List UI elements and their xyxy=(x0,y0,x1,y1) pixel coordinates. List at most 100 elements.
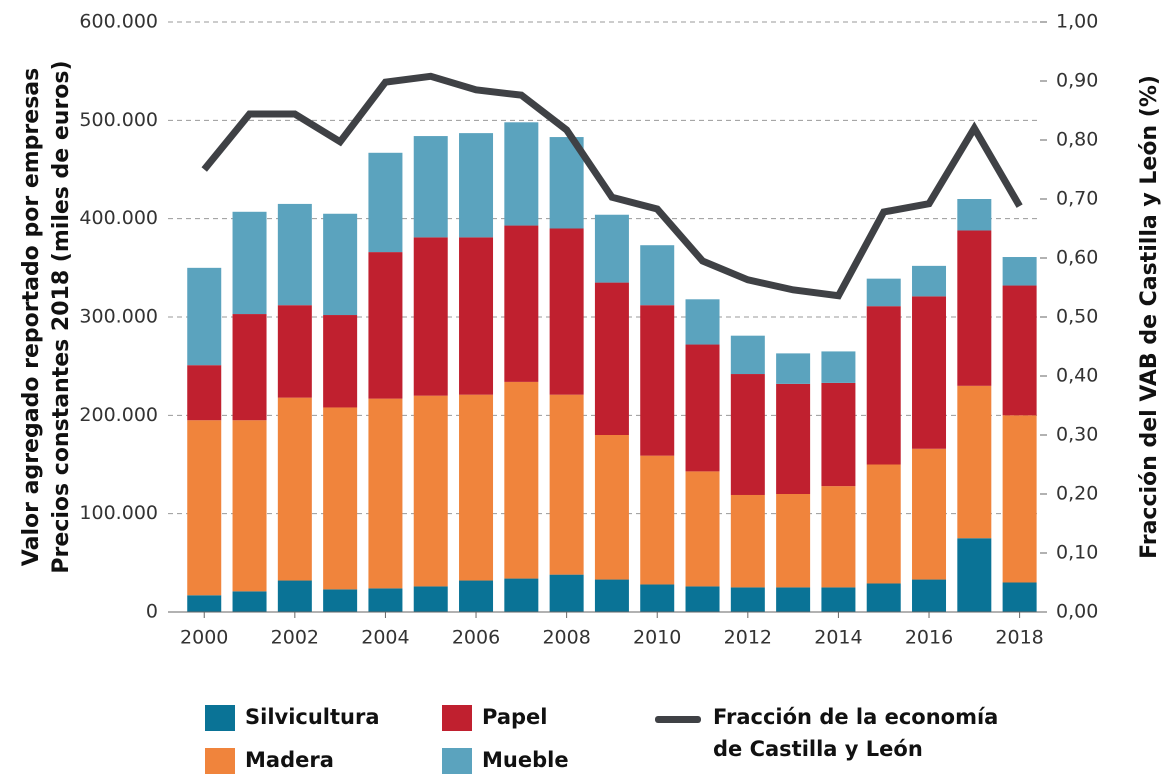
legend-item: Mueble xyxy=(442,748,569,774)
x-tick-label: 2004 xyxy=(361,627,409,649)
y2-axis-title: Fracción del VAB de Castilla y León (%) xyxy=(1137,75,1162,559)
y-tick-label: 400.000 xyxy=(79,207,158,229)
bar-segment xyxy=(368,152,403,253)
bar-segment xyxy=(594,214,629,283)
x-tick-label: 2018 xyxy=(995,627,1043,649)
bar-segment xyxy=(187,420,222,596)
y-axis-title: Precios constantes 2018 (miles de euros) xyxy=(49,60,74,573)
bar-segment xyxy=(504,381,539,579)
bar-segment xyxy=(640,305,675,456)
bar-segment xyxy=(459,133,494,238)
bar-segment xyxy=(912,265,947,297)
bar-segment xyxy=(459,394,494,581)
bar-segment xyxy=(730,374,765,495)
x-tick-label: 2014 xyxy=(814,627,862,649)
bar-segment xyxy=(277,397,312,581)
bar-segment xyxy=(957,230,992,386)
bar-segment xyxy=(277,580,312,612)
bar-segment xyxy=(640,455,675,585)
legend-label: Papel xyxy=(482,705,548,729)
bar-segment xyxy=(323,589,358,612)
y-tick-label: 500.000 xyxy=(79,109,158,131)
bar-segment xyxy=(640,245,675,306)
legend-swatch xyxy=(442,705,472,731)
chart: Valor agregado reportado por empresas Pr… xyxy=(19,11,1162,649)
bar-segment xyxy=(368,588,403,612)
y2-tick-label: 1,00 xyxy=(1056,11,1098,33)
x-tick-label: 2012 xyxy=(724,627,772,649)
bar-segment xyxy=(323,407,358,590)
bar-segment xyxy=(187,267,222,366)
x-tick-label: 2002 xyxy=(271,627,319,649)
bar-segment xyxy=(232,591,267,612)
y2-tick-label: 0,30 xyxy=(1056,424,1098,446)
bar-segment xyxy=(187,365,222,421)
bar-segment xyxy=(277,305,312,398)
y2-tick-label: 0,60 xyxy=(1056,247,1098,269)
bar-segment xyxy=(413,586,448,612)
bar-segment xyxy=(776,353,811,384)
bar-segment xyxy=(187,595,222,612)
legend-swatch xyxy=(205,748,235,774)
bar-segment xyxy=(323,213,358,316)
bar-segment xyxy=(549,394,584,575)
bar-segment xyxy=(821,351,856,383)
bar-segment xyxy=(730,335,765,375)
bar-segment xyxy=(1002,415,1037,583)
bar-segment xyxy=(504,578,539,612)
bar-segment xyxy=(368,252,403,399)
bar-segment xyxy=(776,383,811,494)
x-tick-label: 2016 xyxy=(905,627,953,649)
bar-segment xyxy=(1002,257,1037,286)
y-tick-label: 600.000 xyxy=(79,11,158,33)
bar-segment xyxy=(549,574,584,612)
bar-segment xyxy=(821,587,856,612)
legend-item: Silvicultura xyxy=(205,705,380,731)
bar-segment xyxy=(413,237,448,396)
bar-segment xyxy=(549,228,584,395)
bar-segment xyxy=(1002,285,1037,416)
bar-segment xyxy=(957,385,992,539)
bar-segment xyxy=(459,237,494,395)
bar-segment xyxy=(232,211,267,315)
legend-swatch xyxy=(442,748,472,774)
y2-tick-label: 0,40 xyxy=(1056,365,1098,387)
bar-segment xyxy=(232,420,267,592)
bar-segment xyxy=(730,587,765,612)
x-tick-label: 2000 xyxy=(180,627,228,649)
bar-segment xyxy=(866,278,901,307)
y2-tick-label: 0,80 xyxy=(1056,129,1098,151)
legend-label: Silvicultura xyxy=(245,705,380,729)
y2-tick-label: 0,90 xyxy=(1056,70,1098,92)
bar-segment xyxy=(776,587,811,612)
bar-segment xyxy=(459,580,494,612)
bar-segment xyxy=(277,203,312,306)
bar-segment xyxy=(323,315,358,408)
bar-segment xyxy=(594,435,629,580)
bar-segment xyxy=(640,584,675,612)
y-axis-title: Valor agregado reportado por empresas xyxy=(19,68,44,566)
legend-swatch xyxy=(655,716,701,723)
bar-segment xyxy=(368,398,403,589)
bar-segment xyxy=(912,448,947,580)
y2-tick-label: 0,10 xyxy=(1056,542,1098,564)
bar-segment xyxy=(685,299,720,345)
bar-segment xyxy=(821,486,856,588)
bar-segment xyxy=(776,494,811,588)
bar-segment xyxy=(504,225,539,382)
x-tick-label: 2010 xyxy=(633,627,681,649)
legend-label: Mueble xyxy=(482,748,569,772)
bar-segment xyxy=(685,471,720,587)
y2-tick-label: 0,00 xyxy=(1056,601,1098,623)
bar-segment xyxy=(504,122,539,226)
y-tick-label: 300.000 xyxy=(79,306,158,328)
bar-segment xyxy=(866,583,901,612)
legend-item: Fracción de la economía de Castilla y Le… xyxy=(655,705,1013,765)
y-tick-label: 100.000 xyxy=(79,502,158,524)
bar-segment xyxy=(912,579,947,612)
line xyxy=(201,72,1023,300)
bar-segment xyxy=(594,282,629,435)
bar-segment xyxy=(685,586,720,612)
legend-label: Madera xyxy=(245,748,334,772)
